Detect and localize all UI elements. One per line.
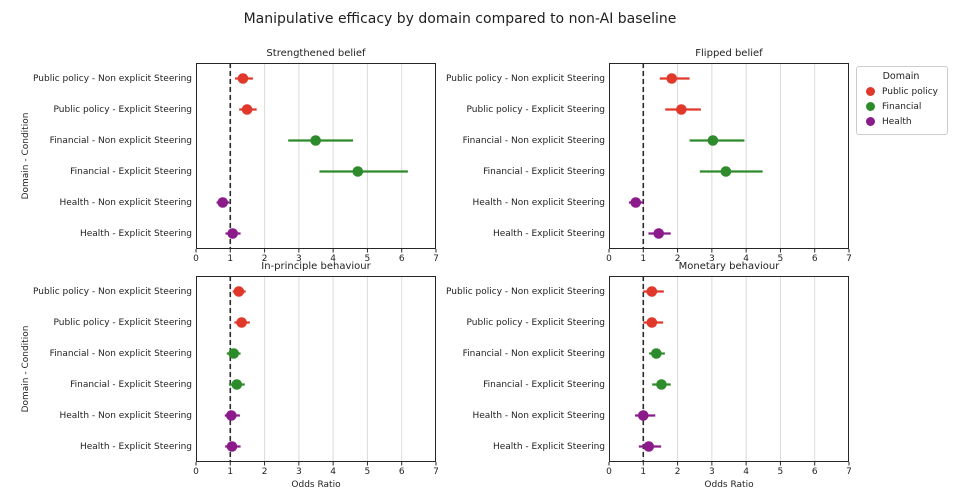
x-tick-label: 6	[811, 467, 818, 477]
category-label: Health - Explicit Steering	[79, 441, 192, 452]
legend-item-label: Financial	[882, 101, 922, 112]
x-tick-label: 1	[640, 254, 647, 264]
legend-item: Public policy	[864, 84, 938, 99]
x-tick-label: 4	[743, 254, 750, 264]
category-label: Financial - Non explicit Steering	[49, 348, 192, 359]
x-tick-label: 3	[295, 467, 302, 477]
x-axis-ticks: 0 1 2 3 4 5 6 7	[606, 254, 852, 264]
x-axis-ticks: 0 1 2 3 4 5 6 7	[193, 254, 439, 264]
subplot-flipped-belief: Flipped belief Public policy - Non expli…	[446, 48, 852, 264]
legend-items: Public policy Financial Health	[864, 84, 938, 129]
category-label: Financial - Non explicit Steering	[49, 135, 192, 146]
category-labels: Public policy - Non explicit Steering Pub…	[425, 63, 605, 249]
x-tick-label: 2	[674, 467, 681, 477]
category-label: Public policy - Explicit Steering	[53, 104, 192, 115]
subplot-title: Flipped belief	[695, 48, 763, 59]
x-tick-label: 2	[261, 467, 268, 477]
subplot-monetary-behaviour: Monetary behaviour Public policy - Non e…	[446, 261, 852, 490]
x-tick-label: 4	[330, 254, 337, 264]
subplot-title: Monetary behaviour	[678, 261, 780, 272]
category-label: Public policy - Explicit Steering	[466, 104, 605, 115]
forest-plot	[608, 276, 850, 466]
x-tick-label: 0	[606, 467, 612, 477]
subplot-in-principle-behaviour: In-principle behaviour Public policy - N…	[33, 261, 439, 490]
x-tick-label: 1	[640, 467, 647, 477]
subplot-title: In-principle behaviour	[261, 261, 371, 272]
category-label: Health - Non explicit Steering	[59, 197, 192, 208]
forest-plot	[608, 63, 850, 253]
x-tick-label: 5	[777, 467, 784, 477]
legend: Domain Public policy Financial Health	[856, 66, 948, 135]
subplot-title: Strengthened belief	[266, 48, 366, 59]
x-tick-label: 2	[261, 254, 268, 264]
category-label: Financial - Explicit Steering	[483, 379, 605, 390]
x-axis-ticks: 0 1 2 3 4 5 6 7	[606, 467, 852, 477]
legend-marker-dot	[866, 87, 875, 96]
category-label: Public policy - Non explicit Steering	[446, 286, 605, 297]
category-label: Financial - Non explicit Steering	[462, 135, 605, 146]
category-label: Financial - Explicit Steering	[70, 166, 192, 177]
subplot-strengthened-belief: Strengthened belief Public policy - Non …	[33, 48, 439, 264]
category-label: Financial - Explicit Steering	[70, 379, 192, 390]
category-label: Health - Non explicit Steering	[472, 197, 605, 208]
x-tick-label: 4	[330, 467, 337, 477]
category-label: Health - Explicit Steering	[492, 441, 605, 452]
category-label: Health - Non explicit Steering	[472, 410, 605, 421]
category-label: Health - Non explicit Steering	[59, 410, 192, 421]
x-tick-label: 7	[433, 254, 439, 264]
x-tick-label: 0	[606, 254, 612, 264]
category-labels: Public policy - Non explicit Steering Pub…	[12, 276, 192, 462]
category-label: Financial - Explicit Steering	[483, 166, 605, 177]
x-tick-label: 4	[743, 467, 750, 477]
legend-marker-dot	[866, 102, 875, 111]
category-label: Health - Explicit Steering	[79, 228, 192, 239]
x-tick-label: 2	[674, 254, 681, 264]
x-axis-label: Odds Ratio	[704, 480, 754, 490]
x-tick-label: 1	[227, 467, 234, 477]
category-label: Public policy - Non explicit Steering	[33, 73, 192, 84]
x-tick-label: 5	[364, 467, 371, 477]
x-tick-label: 0	[193, 254, 199, 264]
category-label: Financial - Non explicit Steering	[462, 348, 605, 359]
x-tick-label: 1	[227, 254, 234, 264]
x-tick-label: 6	[811, 254, 818, 264]
legend-item: Financial	[864, 99, 938, 114]
category-label: Public policy - Explicit Steering	[53, 317, 192, 328]
x-axis-label: Odds Ratio	[291, 480, 341, 490]
x-tick-label: 7	[433, 467, 439, 477]
x-tick-label: 5	[364, 254, 371, 264]
category-labels: Public policy - Non explicit Steering Pub…	[425, 276, 605, 462]
forest-plot	[195, 63, 437, 253]
category-labels: Public policy - Non explicit Steering Pub…	[12, 63, 192, 249]
legend-marker-dot	[866, 117, 875, 126]
x-tick-label: 6	[398, 254, 405, 264]
x-tick-label: 0	[193, 467, 199, 477]
category-label: Health - Explicit Steering	[492, 228, 605, 239]
x-tick-label: 3	[295, 254, 302, 264]
legend-item: Health	[864, 114, 938, 129]
x-tick-label: 3	[708, 254, 715, 264]
legend-title: Domain	[882, 71, 920, 82]
x-tick-label: 7	[846, 254, 852, 264]
x-tick-label: 3	[708, 467, 715, 477]
legend-item-label: Health	[882, 116, 912, 127]
x-tick-label: 5	[777, 254, 784, 264]
x-tick-label: 6	[398, 467, 405, 477]
legend-item-label: Public policy	[882, 86, 938, 97]
x-axis-ticks: 0 1 2 3 4 5 6 7	[193, 467, 439, 477]
category-label: Public policy - Non explicit Steering	[446, 73, 605, 84]
category-label: Public policy - Non explicit Steering	[33, 286, 192, 297]
figure-title: Manipulative efficacy by domain compared…	[243, 11, 677, 27]
forest-plot	[195, 276, 437, 466]
category-label: Public policy - Explicit Steering	[466, 317, 605, 328]
x-tick-label: 7	[846, 467, 852, 477]
